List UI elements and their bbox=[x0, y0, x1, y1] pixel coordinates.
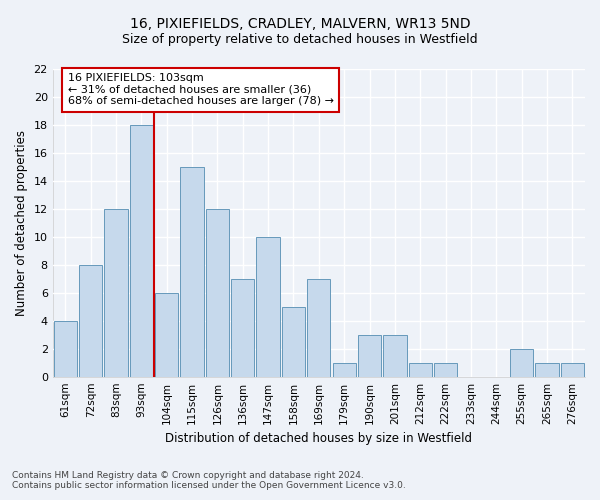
Bar bbox=[79, 265, 103, 376]
Bar bbox=[256, 237, 280, 376]
Bar bbox=[307, 279, 331, 376]
Bar bbox=[155, 293, 178, 376]
Bar bbox=[560, 362, 584, 376]
Bar bbox=[181, 167, 204, 376]
Text: 16, PIXIEFIELDS, CRADLEY, MALVERN, WR13 5ND: 16, PIXIEFIELDS, CRADLEY, MALVERN, WR13 … bbox=[130, 18, 470, 32]
Text: 16 PIXIEFIELDS: 103sqm
← 31% of detached houses are smaller (36)
68% of semi-det: 16 PIXIEFIELDS: 103sqm ← 31% of detached… bbox=[68, 73, 334, 106]
Text: Contains public sector information licensed under the Open Government Licence v3: Contains public sector information licen… bbox=[12, 481, 406, 490]
Y-axis label: Number of detached properties: Number of detached properties bbox=[15, 130, 28, 316]
Bar bbox=[383, 334, 407, 376]
Bar bbox=[510, 348, 533, 376]
Bar bbox=[358, 334, 381, 376]
X-axis label: Distribution of detached houses by size in Westfield: Distribution of detached houses by size … bbox=[166, 432, 472, 445]
Bar bbox=[409, 362, 432, 376]
Text: Contains HM Land Registry data © Crown copyright and database right 2024.: Contains HM Land Registry data © Crown c… bbox=[12, 471, 364, 480]
Bar bbox=[535, 362, 559, 376]
Bar bbox=[53, 320, 77, 376]
Bar bbox=[130, 125, 153, 376]
Bar bbox=[332, 362, 356, 376]
Bar bbox=[434, 362, 457, 376]
Bar bbox=[231, 279, 254, 376]
Bar bbox=[282, 307, 305, 376]
Text: Size of property relative to detached houses in Westfield: Size of property relative to detached ho… bbox=[122, 32, 478, 46]
Bar bbox=[206, 209, 229, 376]
Bar bbox=[104, 209, 128, 376]
